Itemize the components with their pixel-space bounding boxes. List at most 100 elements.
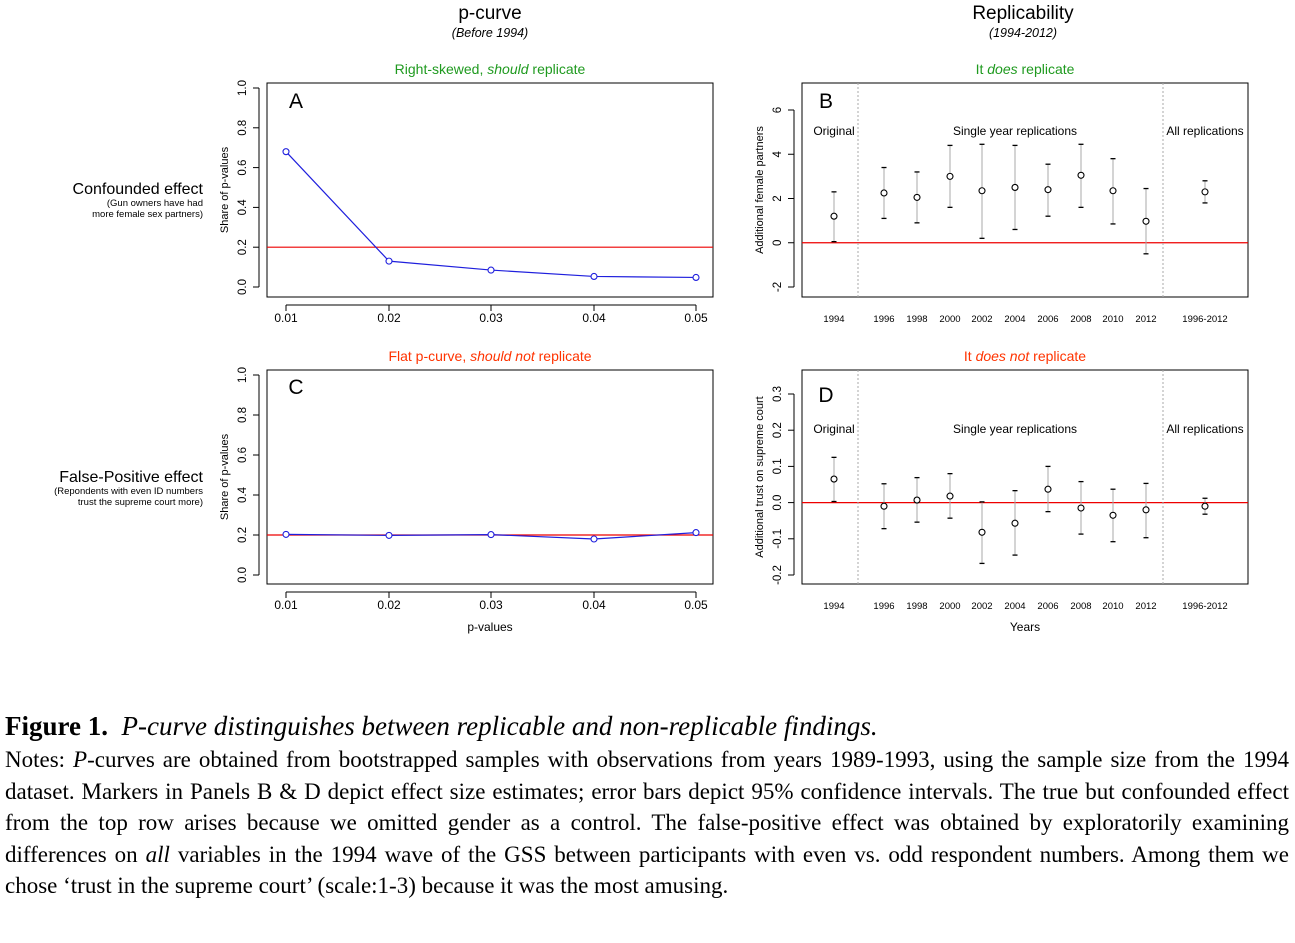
caption-title: P-curve distinguishes between replicable…: [121, 711, 878, 741]
pcurve-point: [385, 257, 393, 265]
y-axis-label: Additional trust on supreme court: [754, 396, 766, 557]
panel-letter: D: [818, 384, 833, 407]
estimate-point: [830, 475, 838, 483]
panel-heading-pre: It: [964, 348, 976, 364]
panel-b-replicability: It does replicate B -2 0 2 4 6 Additional femal…: [754, 61, 1249, 325]
x-tick-label: 2004: [1004, 314, 1025, 325]
y-tick-label: 0.2: [237, 527, 249, 543]
x-tick-label: 1996-2012: [1182, 601, 1227, 612]
x-tick-label: 2002: [971, 601, 992, 612]
x-tick-label: 2010: [1102, 314, 1123, 325]
x-tick-label: 1996: [873, 601, 894, 612]
panel-heading-pre: Right-skewed,: [395, 61, 488, 77]
panel-heading-post: replicate: [1029, 348, 1086, 364]
x-tick-label: 0.04: [582, 311, 606, 325]
panel-letter: B: [819, 90, 833, 113]
y-tick-label: 2: [772, 195, 784, 201]
x-tick-label: 1994: [823, 314, 844, 325]
pcurve-point: [692, 529, 700, 537]
row-label-confounded: Confounded effect: [73, 181, 204, 198]
pcurve-series-line: [285, 151, 697, 279]
x-tick-label: 0.02: [377, 311, 401, 325]
estimate-point: [1044, 186, 1052, 194]
y-tick-label: -0.1: [772, 529, 784, 549]
estimate-point: [1109, 511, 1117, 519]
x-tick-label: 0.03: [479, 598, 503, 612]
group-label: Original: [813, 124, 854, 138]
panel-letter: C: [288, 376, 303, 399]
estimate-point: [1201, 502, 1209, 510]
y-tick-label: 0.4: [237, 486, 249, 503]
pcurve-point: [385, 531, 393, 539]
x-tick-label: 0.01: [274, 598, 298, 612]
col-title-right: Replicability: [972, 3, 1074, 24]
group-label: Original: [813, 422, 854, 436]
caption-notes: Notes: P-curves are obtained from bootst…: [5, 744, 1289, 902]
x-tick-label: 2006: [1037, 314, 1058, 325]
panel-c-pcurve: Flat p-curve, should not replicate C 0.0 0.…: [219, 348, 714, 634]
x-tick-label: 2002: [971, 314, 992, 325]
col-subtitle-right: (1994-2012): [989, 26, 1057, 40]
estimate-point: [1142, 506, 1150, 514]
y-tick-label: 6: [772, 107, 784, 113]
panel-heading-post: replicate: [535, 348, 592, 364]
x-tick-label: 2000: [939, 601, 960, 612]
panel-a-pcurve: Right-skewed, should replicate A 0.0 0.2 0.4…: [219, 61, 714, 325]
pcurve-point: [590, 272, 598, 281]
figure-caption: Figure 1. P-curve distinguishes between …: [5, 708, 1289, 902]
row-note-false-positive-1: (Repondents with even ID numbers: [54, 486, 203, 497]
x-axis-label: p-values: [467, 620, 512, 634]
y-tick-label: 0.0: [237, 279, 249, 295]
panel-heading: It does not replicate: [964, 348, 1086, 364]
caption-notes-segment: Notes:: [5, 747, 74, 772]
row-note-confounded-1: (Gun owners have had: [107, 198, 203, 209]
caption-notes-segment: all: [145, 841, 170, 867]
caption-notes-segment: P: [73, 747, 88, 772]
estimate-point: [978, 187, 986, 195]
x-tick-label: 1996: [873, 314, 894, 325]
estimate-point: [1142, 217, 1150, 225]
estimate-point: [1201, 188, 1209, 196]
x-tick-label: 2000: [939, 314, 960, 325]
estimate-point: [880, 502, 888, 510]
x-tick-label: 1998: [906, 314, 927, 325]
estimate-point: [1077, 504, 1085, 512]
group-label: Single year replications: [953, 124, 1077, 138]
pcurve-point: [590, 535, 598, 543]
estimate-point: [1044, 485, 1052, 493]
x-tick-label: 1998: [906, 601, 927, 612]
pcurve-point: [487, 266, 495, 274]
estimate-point: [913, 193, 921, 201]
x-tick-label: 2008: [1070, 601, 1091, 612]
x-tick-label: 0.03: [479, 311, 503, 325]
panel-heading-pre: Flat p-curve,: [388, 348, 470, 364]
x-tick-label: 2006: [1037, 601, 1058, 612]
pcurve-point: [282, 148, 290, 156]
y-tick-label: -2: [772, 282, 784, 292]
panel-heading-em: should: [487, 61, 529, 77]
x-tick-label: 2010: [1102, 601, 1123, 612]
x-tick-label: 2004: [1004, 601, 1025, 612]
estimate-point: [946, 492, 954, 500]
plot-frame: [266, 369, 714, 585]
row-label-false-positive: False-Positive effect: [59, 469, 203, 486]
y-tick-label: 0.8: [237, 407, 249, 423]
y-tick-label: 0.0: [772, 495, 784, 511]
y-tick-label: 1.0: [237, 367, 249, 383]
y-tick-label: 0.4: [237, 199, 249, 216]
plot-frame: [266, 82, 714, 298]
panel-heading-em: does: [987, 61, 1017, 77]
group-label: All replications: [1166, 422, 1243, 436]
estimate-point: [913, 496, 921, 504]
panel-heading-em: should not: [470, 348, 536, 364]
x-tick-label: 0.05: [684, 598, 708, 612]
estimate-point: [1109, 187, 1117, 195]
panel-heading-post: replicate: [529, 61, 586, 77]
pcurve-point: [487, 531, 495, 539]
y-tick-label: 0.1: [772, 458, 784, 474]
estimate-point: [880, 189, 888, 197]
col-subtitle-left: (Before 1994): [452, 26, 528, 40]
caption-notes-segment: variables in the 1994 wave of the GSS be…: [5, 841, 1289, 899]
panel-heading: Right-skewed, should replicate: [395, 61, 586, 77]
y-tick-label: 4: [772, 150, 784, 157]
